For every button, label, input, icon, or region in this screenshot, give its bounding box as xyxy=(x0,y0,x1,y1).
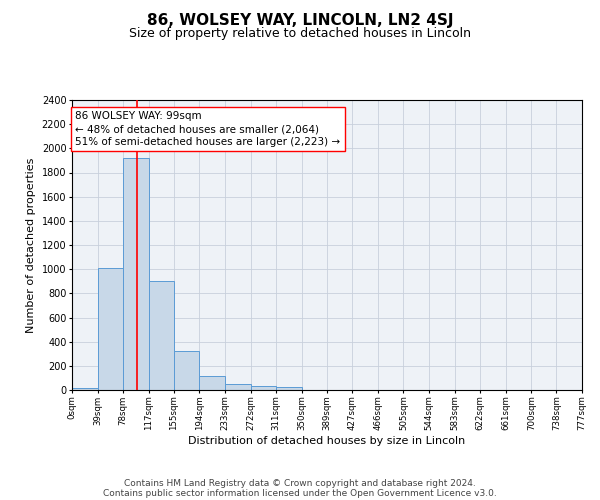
Text: 86, WOLSEY WAY, LINCOLN, LN2 4SJ: 86, WOLSEY WAY, LINCOLN, LN2 4SJ xyxy=(147,12,453,28)
Bar xyxy=(251,386,276,390)
Bar xyxy=(149,280,174,390)
Y-axis label: Number of detached properties: Number of detached properties xyxy=(26,158,36,332)
Bar xyxy=(98,268,123,390)
Text: Contains HM Land Registry data © Crown copyright and database right 2024.: Contains HM Land Registry data © Crown c… xyxy=(124,478,476,488)
Bar xyxy=(225,384,251,390)
Bar xyxy=(174,352,199,390)
Bar xyxy=(123,158,149,390)
Text: Size of property relative to detached houses in Lincoln: Size of property relative to detached ho… xyxy=(129,28,471,40)
Bar xyxy=(199,376,225,390)
Text: Contains public sector information licensed under the Open Government Licence v3: Contains public sector information licen… xyxy=(103,488,497,498)
Bar xyxy=(276,387,302,390)
X-axis label: Distribution of detached houses by size in Lincoln: Distribution of detached houses by size … xyxy=(188,436,466,446)
Bar xyxy=(72,388,98,390)
Text: 86 WOLSEY WAY: 99sqm
← 48% of detached houses are smaller (2,064)
51% of semi-de: 86 WOLSEY WAY: 99sqm ← 48% of detached h… xyxy=(75,111,340,148)
